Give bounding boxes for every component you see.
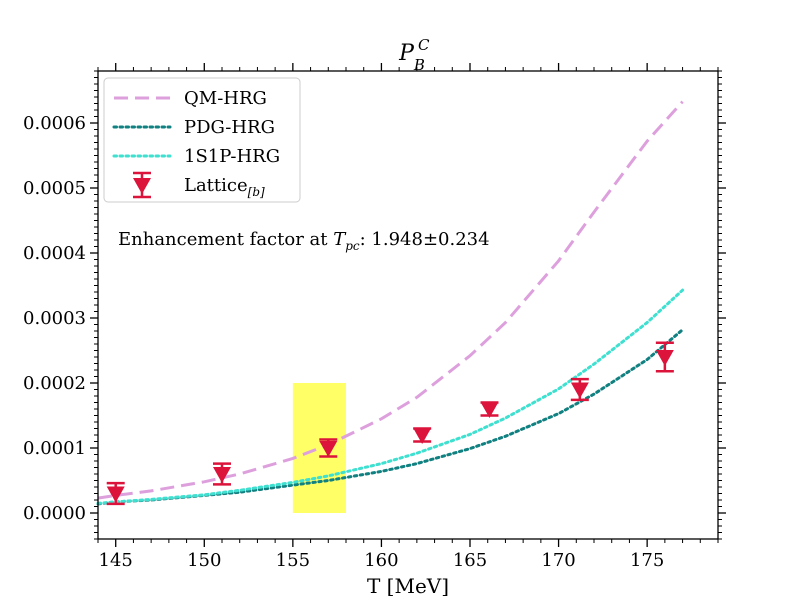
lattice-point: [319, 438, 338, 458]
y-tick-label: 0.0004: [23, 243, 86, 264]
x-tick-label: 160: [364, 550, 398, 571]
legend-label: 1S1P-HRG: [184, 146, 280, 167]
lattice-point: [106, 481, 125, 506]
series-pdg-hrg: [96, 328, 685, 506]
x-tick-label: 145: [99, 550, 133, 571]
legend-label: PDG-HRG: [184, 117, 275, 138]
y-tick-label: 0.0002: [23, 373, 86, 394]
x-axis-label: T [MeV]: [367, 574, 449, 598]
y-tick-label: 0.0001: [23, 438, 86, 459]
legend-label: Lattice[b]: [184, 175, 265, 199]
x-tick-label: 165: [453, 550, 487, 571]
legend-box: [103, 77, 301, 203]
y-tick-label: 0.0000: [23, 503, 86, 524]
band: [292, 383, 346, 513]
ticks-layer: 145 150 155 160 165 170 175 0.0000 0.0001 0.0002 0…: [23, 63, 726, 571]
lattice-marker: [655, 350, 674, 366]
x-tick-label: 170: [541, 550, 575, 571]
lattice-marker: [213, 467, 231, 483]
lattice-marker: [319, 441, 338, 457]
lattice-point: [655, 341, 674, 373]
lattice-point: [213, 462, 231, 486]
x-tick-label: 150: [187, 550, 221, 571]
title-sup: C: [418, 36, 430, 54]
lattice-marker: [480, 402, 499, 418]
series-1s1p-hrg: [96, 288, 685, 505]
y-tick-label: 0.0003: [23, 308, 86, 329]
lattice-point: [413, 427, 432, 444]
legend-label: QM-HRG: [184, 88, 267, 109]
x-tick-label: 175: [630, 550, 664, 571]
series-qm-hrg: [97, 100, 684, 500]
lattice-marker: [570, 382, 589, 399]
lattice-marker: [106, 486, 125, 503]
points-layer: [106, 341, 674, 506]
chart-title: PB: [398, 41, 425, 74]
y-tick-label: 0.0006: [23, 113, 86, 134]
lattice-marker: [413, 428, 432, 444]
y-tick-label: 0.0005: [23, 178, 86, 199]
lattice-point: [480, 401, 499, 418]
title-sub: B: [413, 56, 425, 74]
annotation: Enhancement factor at Tpc: 1.948±0.234: [118, 229, 490, 253]
lattice-point: [570, 377, 589, 402]
legend-marker: [133, 178, 151, 194]
legend: QM-HRG PDG-HRG 1S1P-HRG Lattice[b]: [103, 77, 301, 203]
x-tick-label: 155: [276, 550, 310, 571]
